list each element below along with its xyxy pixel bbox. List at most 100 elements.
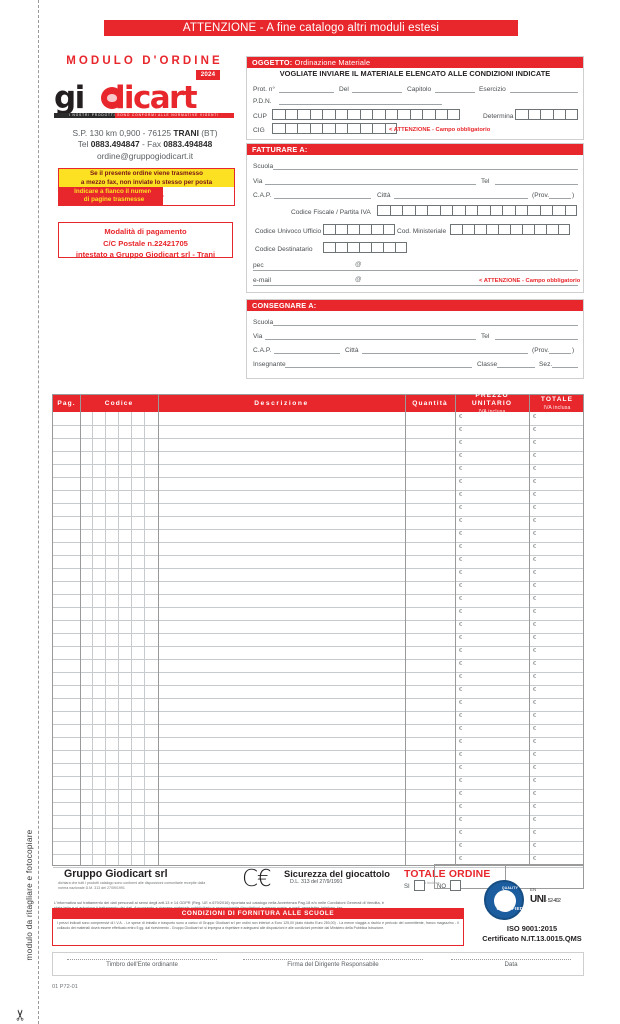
char-cell[interactable] xyxy=(309,123,322,134)
table-row[interactable]: € € xyxy=(53,581,583,595)
char-cell[interactable] xyxy=(450,224,462,235)
char-cell[interactable] xyxy=(558,224,570,235)
table-row[interactable]: € € xyxy=(53,412,583,426)
char-cell[interactable] xyxy=(359,123,372,134)
table-row[interactable]: € € xyxy=(53,438,583,452)
char-cell[interactable] xyxy=(527,205,540,216)
fax-pages-input[interactable] xyxy=(151,187,234,205)
input-cuu-cells[interactable] xyxy=(323,224,395,235)
table-row[interactable]: € € xyxy=(53,763,583,777)
input-capitolo[interactable] xyxy=(435,92,475,93)
char-cell[interactable] xyxy=(474,224,486,235)
input-cons-citta[interactable] xyxy=(362,353,528,354)
char-cell[interactable] xyxy=(462,224,474,235)
input-cod-destinatario-cells[interactable] xyxy=(323,242,407,253)
table-row[interactable]: € € xyxy=(53,555,583,569)
char-cell[interactable] xyxy=(284,109,297,120)
char-cell[interactable] xyxy=(477,205,490,216)
table-row[interactable]: € € xyxy=(53,451,583,465)
table-row[interactable]: € € xyxy=(53,789,583,803)
char-cell[interactable] xyxy=(347,224,359,235)
input-fatt-cap[interactable] xyxy=(274,198,371,199)
table-row[interactable]: € € xyxy=(53,802,583,816)
char-cell[interactable] xyxy=(546,224,558,235)
char-cell[interactable] xyxy=(498,224,510,235)
char-cell[interactable] xyxy=(389,205,402,216)
char-cell[interactable] xyxy=(447,109,460,120)
char-cell[interactable] xyxy=(510,224,522,235)
char-cell[interactable] xyxy=(359,242,371,253)
input-prot[interactable] xyxy=(279,92,334,93)
char-cell[interactable] xyxy=(347,242,359,253)
char-cell[interactable] xyxy=(272,109,285,120)
char-cell[interactable] xyxy=(565,109,578,120)
char-cell[interactable] xyxy=(564,205,577,216)
checkbox-si[interactable] xyxy=(414,880,425,891)
input-esercizio[interactable] xyxy=(510,92,578,93)
char-cell[interactable] xyxy=(552,109,565,120)
input-del[interactable] xyxy=(352,92,402,93)
table-row[interactable]: € € xyxy=(53,828,583,842)
char-cell[interactable] xyxy=(297,109,310,120)
char-cell[interactable] xyxy=(272,123,285,134)
input-fatt-prov[interactable] xyxy=(549,198,571,199)
table-row[interactable]: € € xyxy=(53,503,583,517)
char-cell[interactable] xyxy=(522,224,534,235)
char-cell[interactable] xyxy=(371,242,383,253)
char-cell[interactable] xyxy=(439,205,452,216)
char-cell[interactable] xyxy=(534,224,546,235)
signature-line-date[interactable] xyxy=(451,959,571,960)
char-cell[interactable] xyxy=(297,123,310,134)
char-cell[interactable] xyxy=(397,109,410,120)
table-row[interactable]: € € xyxy=(53,646,583,660)
char-cell[interactable] xyxy=(452,205,465,216)
input-fatt-scuola[interactable] xyxy=(273,169,578,170)
table-row[interactable]: € € xyxy=(53,477,583,491)
table-row[interactable]: € € xyxy=(53,425,583,439)
char-cell[interactable] xyxy=(335,224,347,235)
char-cell[interactable] xyxy=(284,123,297,134)
input-fatt-via[interactable] xyxy=(265,184,476,185)
char-cell[interactable] xyxy=(427,205,440,216)
char-cell[interactable] xyxy=(371,224,383,235)
input-cup-cells[interactable] xyxy=(272,109,460,120)
table-row[interactable]: € € xyxy=(53,620,583,634)
char-cell[interactable] xyxy=(322,109,335,120)
char-cell[interactable] xyxy=(384,123,397,134)
table-row[interactable]: € € xyxy=(53,750,583,764)
table-row[interactable]: € € xyxy=(53,607,583,621)
char-cell[interactable] xyxy=(502,205,515,216)
char-cell[interactable] xyxy=(527,109,540,120)
char-cell[interactable] xyxy=(422,109,435,120)
input-pdn[interactable] xyxy=(279,104,442,105)
signature-line-director[interactable] xyxy=(243,959,423,960)
input-email[interactable] xyxy=(253,285,578,286)
char-cell[interactable] xyxy=(434,109,447,120)
char-cell[interactable] xyxy=(395,242,407,253)
table-row[interactable]: € € xyxy=(53,490,583,504)
input-cons-prov[interactable] xyxy=(549,353,571,354)
input-pec[interactable] xyxy=(253,270,578,271)
input-cons-via[interactable] xyxy=(265,339,476,340)
char-cell[interactable] xyxy=(322,123,335,134)
char-cell[interactable] xyxy=(540,109,553,120)
table-row[interactable]: € € xyxy=(53,711,583,725)
char-cell[interactable] xyxy=(552,205,565,216)
char-cell[interactable] xyxy=(383,242,395,253)
char-cell[interactable] xyxy=(402,205,415,216)
char-cell[interactable] xyxy=(334,109,347,120)
table-row[interactable]: € € xyxy=(53,841,583,855)
input-determina-cells[interactable] xyxy=(515,109,578,120)
table-row[interactable]: € € xyxy=(53,815,583,829)
table-row[interactable]: € € xyxy=(53,776,583,790)
input-cons-cap[interactable] xyxy=(274,353,340,354)
char-cell[interactable] xyxy=(383,224,395,235)
char-cell[interactable] xyxy=(384,109,397,120)
char-cell[interactable] xyxy=(334,123,347,134)
table-row[interactable]: € € xyxy=(53,659,583,673)
input-cod-ministeriale-cells[interactable] xyxy=(450,224,570,235)
table-row[interactable]: € € xyxy=(53,633,583,647)
char-cell[interactable] xyxy=(309,109,322,120)
input-sez[interactable] xyxy=(552,367,578,368)
char-cell[interactable] xyxy=(359,224,371,235)
